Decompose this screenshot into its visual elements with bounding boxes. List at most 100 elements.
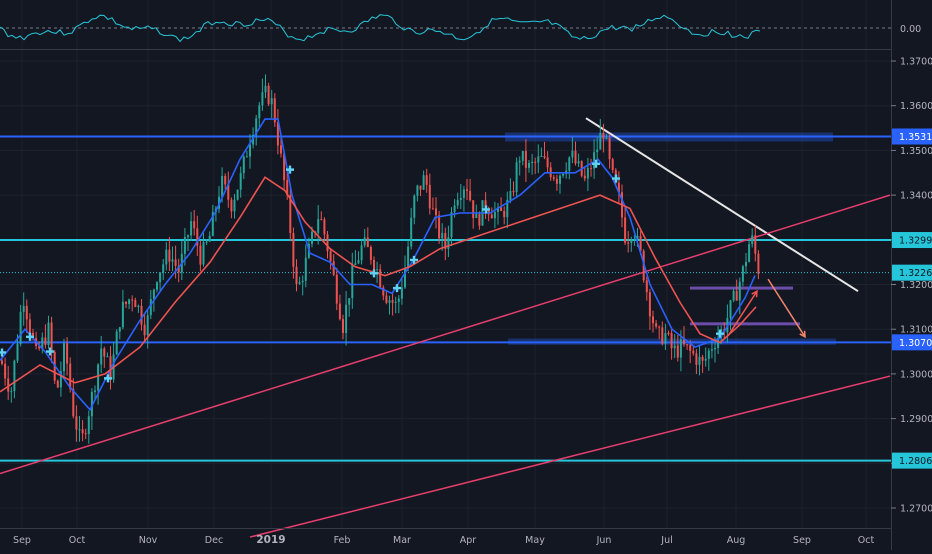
candle-body	[81, 429, 84, 434]
candle-body	[586, 168, 589, 179]
candle-body	[177, 265, 180, 273]
time-tick-label: Jul	[660, 535, 672, 546]
candle-body	[562, 173, 565, 176]
projection-arrows-layer	[727, 278, 806, 339]
candle-body	[630, 239, 633, 243]
candle-body	[199, 245, 202, 265]
candle-body	[707, 350, 710, 359]
signal-cross-marker	[410, 255, 418, 264]
candle-body	[404, 267, 406, 288]
candle-body	[534, 161, 537, 163]
candle-body	[286, 180, 289, 196]
candle-body	[695, 353, 698, 365]
candle-body	[543, 156, 546, 158]
candle-body	[447, 237, 450, 249]
candle-body	[400, 287, 403, 299]
candle-body	[90, 391, 93, 417]
candle-body	[509, 191, 512, 200]
candle-body	[583, 175, 586, 179]
candle-body	[490, 214, 493, 219]
candle-body	[50, 322, 53, 353]
candle-body	[524, 150, 527, 168]
candle-body	[605, 137, 608, 139]
candle-body	[435, 208, 437, 216]
price-tick-label: 1.37000	[900, 57, 932, 68]
candle-body	[357, 260, 360, 264]
candle-body	[425, 175, 428, 185]
candle-body	[128, 299, 131, 304]
candle-body	[140, 305, 143, 325]
candle-body	[453, 205, 456, 213]
time-scale[interactable]: Sep Oct Nov Dec 2019 Feb Mar Apr May Jun Jul Aug Sep…	[13, 534, 874, 546]
levels-layer	[0, 135, 891, 462]
candle-body	[351, 264, 354, 299]
candle-body	[295, 266, 298, 284]
candle-body	[599, 132, 602, 150]
candle-body	[134, 300, 137, 308]
candle-body	[503, 210, 506, 218]
candle-body	[301, 280, 304, 283]
candle-body	[379, 269, 382, 288]
candle-body	[639, 235, 642, 251]
price-tick-label: 1.31000	[900, 325, 932, 336]
candle-body	[667, 332, 670, 334]
level-price-text: 1.30706	[899, 338, 932, 349]
candle-body	[478, 213, 481, 226]
level-price-badge	[892, 452, 932, 469]
price-tick-label: 1.35000	[900, 146, 932, 157]
candle-body	[193, 221, 196, 229]
candle-body	[311, 231, 313, 244]
purple-zone-line	[690, 286, 793, 290]
candle-body	[335, 274, 338, 304]
candle-body	[289, 195, 292, 234]
candle-body	[500, 207, 503, 211]
candle-body	[44, 337, 47, 346]
candle-body	[171, 259, 174, 262]
signal-cross-marker	[612, 174, 620, 183]
candle-body	[748, 244, 751, 262]
time-tick-label: Feb	[334, 535, 351, 546]
candle-body	[469, 190, 472, 201]
candle-body	[373, 259, 375, 270]
candle-body	[239, 173, 242, 190]
oscillator-line	[0, 14, 761, 43]
time-tick-label: 2019	[256, 534, 285, 546]
price-tick-label: 1.29000	[900, 414, 932, 425]
level-price-text: 1.28060	[899, 456, 932, 467]
candle-body	[376, 269, 379, 271]
candle-body	[162, 264, 165, 273]
candle-body	[317, 219, 320, 233]
candle-body	[348, 298, 351, 305]
candle-body	[292, 233, 295, 267]
candle-body	[497, 207, 499, 212]
projection-arrow-head	[799, 330, 806, 339]
candle-body	[205, 241, 208, 243]
candle-body	[280, 145, 282, 154]
candle-body	[617, 182, 620, 193]
candle-body	[571, 150, 574, 158]
time-tick-label: Oct	[858, 535, 875, 546]
candle-body	[345, 304, 348, 334]
candle-body	[686, 344, 689, 346]
candle-body	[484, 200, 487, 211]
level-price-text: 1.32265	[899, 268, 932, 279]
candle-body	[593, 152, 596, 169]
candle-body	[211, 212, 214, 236]
candle-body	[369, 247, 372, 260]
candle-body	[555, 178, 558, 184]
candle-body	[298, 282, 301, 284]
candle-body	[531, 161, 534, 164]
trendlines-layer	[0, 117, 891, 538]
candle-body	[131, 299, 134, 301]
signal-cross-marker	[393, 284, 401, 293]
signal-markers-layer	[0, 159, 724, 383]
candle-body	[19, 311, 22, 344]
signal-cross-marker	[104, 374, 112, 383]
candle-body	[329, 251, 332, 262]
candle-body	[475, 213, 478, 219]
